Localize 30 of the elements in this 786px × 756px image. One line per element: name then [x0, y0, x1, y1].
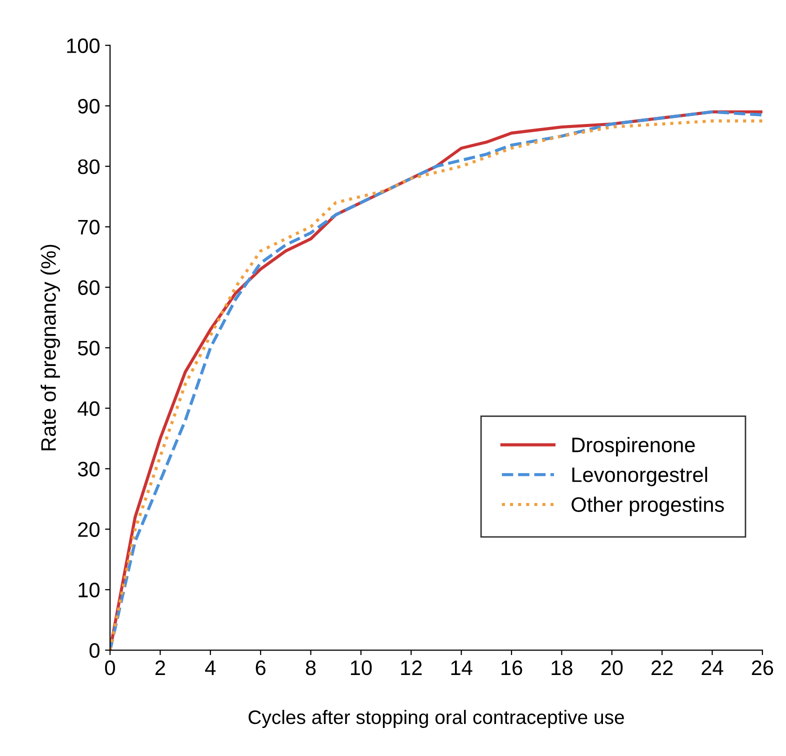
- x-tick-label: 8: [306, 660, 316, 676]
- y-tick-label: 90: [78, 98, 100, 114]
- x-tick-label: 10: [350, 660, 372, 676]
- legend-label: Drospirenone: [572, 437, 695, 456]
- y-tick-label: 100: [67, 38, 100, 54]
- x-tick-label: 0: [105, 660, 116, 676]
- x-tick-label: 16: [502, 660, 522, 676]
- y-tick-label: 40: [78, 401, 100, 416]
- x-tick-label: 22: [652, 660, 673, 675]
- y-tick-label: 70: [78, 220, 100, 235]
- x-tick-label: 6: [256, 660, 266, 676]
- x-axis-title: Cycles after stopping oral contraceptive use: [248, 710, 624, 728]
- y-tick-label: 60: [78, 280, 100, 296]
- x-tick-label: 14: [451, 660, 472, 675]
- legend-label: Other progestins: [572, 496, 724, 516]
- x-tick-label: 4: [205, 660, 216, 675]
- legend-label: Levonorgestrel: [572, 466, 708, 486]
- x-tick-label: 26: [752, 660, 774, 676]
- y-tick-label: 10: [78, 582, 100, 598]
- y-axis-title: Rate of pregnancy (%): [40, 244, 60, 450]
- x-tick-label: 12: [401, 660, 422, 675]
- x-tick-label: 24: [702, 660, 724, 675]
- y-tick-label: 80: [78, 159, 100, 174]
- x-tick-label: 20: [601, 660, 623, 676]
- x-tick-label: 18: [552, 660, 572, 676]
- y-tick-label: 20: [78, 522, 100, 537]
- y-tick-label: 0: [90, 643, 100, 658]
- y-tick-label: 30: [78, 462, 100, 476]
- x-tick-label: 2: [155, 660, 165, 675]
- y-tick-label: 50: [78, 340, 100, 356]
